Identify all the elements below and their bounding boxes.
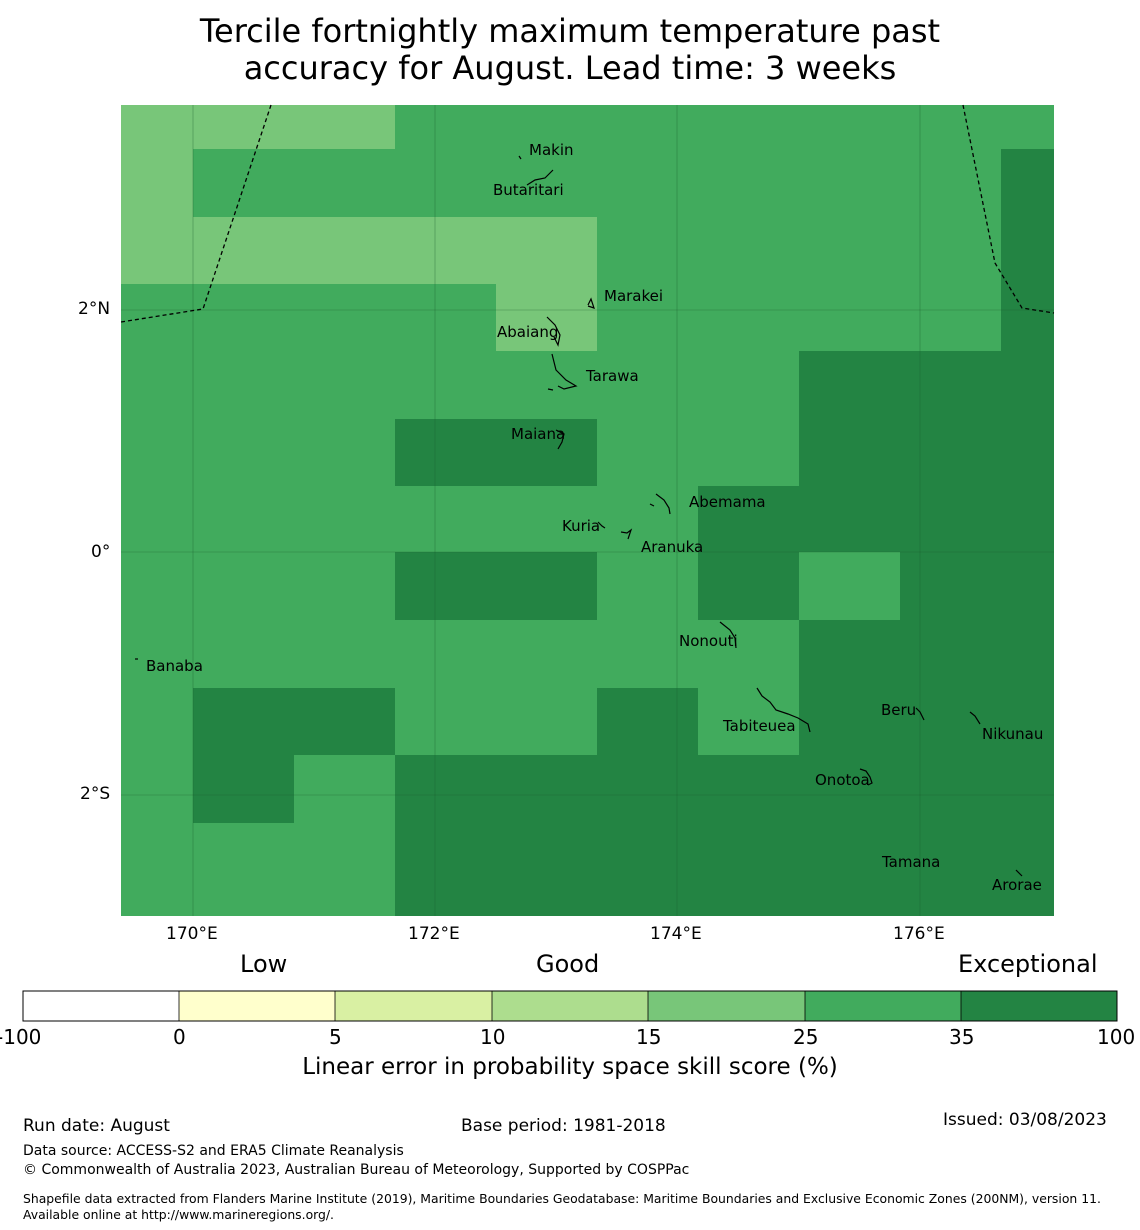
grid-cell <box>698 486 1054 552</box>
map-title-line-1: Tercile fortnightly maximum temperature … <box>199 12 941 50</box>
place-label: Beru <box>881 701 916 719</box>
colorbar-segment <box>23 991 179 1021</box>
colorbar-tick-label: 15 <box>636 1025 662 1049</box>
colorbar-tick-label: 100 <box>1097 1025 1136 1049</box>
shapefile-credit: Shapefile data extracted from Flanders M… <box>23 1191 1101 1222</box>
lon-tick-label: 172°E <box>408 924 460 944</box>
place-label: Aranuka <box>641 538 703 556</box>
colorbar-category-exceptional: Exceptional <box>958 950 1098 978</box>
issued-date: Issued: 03/08/2023 <box>943 1110 1107 1130</box>
place-label: Tamana <box>881 853 940 871</box>
place-labels: Makin Butaritari Marakei Abaiang Tarawa … <box>146 141 1043 894</box>
colorbar-segment <box>179 991 335 1021</box>
place-label: Kuria <box>562 517 600 535</box>
lon-tick-label: 174°E <box>650 924 702 944</box>
grid-cell <box>1001 149 1054 351</box>
grid-cell <box>395 755 1054 916</box>
grid-cell <box>121 149 193 217</box>
colorbar-frame <box>22 990 1118 1022</box>
map-title-line-2: accuracy for August. Lead time: 3 weeks <box>243 49 897 87</box>
base-period: Base period: 1981-2018 <box>461 1116 666 1136</box>
place-label: Nikunau <box>982 725 1043 743</box>
colorbar-segment <box>805 991 961 1021</box>
place-label: Marakei <box>604 287 663 305</box>
skill-grid-cells <box>121 105 1054 916</box>
grid-cell <box>799 351 1054 486</box>
grid-cell <box>698 552 799 620</box>
colorbar-tick-label: 0 <box>173 1025 186 1049</box>
colorbar-category-low: Low <box>240 950 288 978</box>
grid-cell <box>597 688 698 755</box>
colorbar-segment <box>335 991 492 1021</box>
colorbar-tick-label: 10 <box>480 1025 506 1049</box>
grid-cell <box>121 105 395 149</box>
colorbar-tick-label: 5 <box>329 1025 342 1049</box>
run-date: Run date: August <box>23 1116 170 1136</box>
grid-cell <box>900 552 1054 620</box>
grid-cell <box>395 419 597 486</box>
colorbar-tick-label: 35 <box>949 1025 975 1049</box>
place-label: Makin <box>529 141 574 159</box>
colorbar-title: Linear error in probability space skill … <box>302 1054 838 1080</box>
place-label: Arorae <box>992 876 1042 894</box>
place-label: Tabiteuea <box>722 717 796 735</box>
colorbar-segment <box>961 991 1117 1021</box>
colorbar-category-good: Good <box>536 950 600 978</box>
grid-cell <box>799 620 1054 755</box>
lat-tick-label: 2°S <box>80 784 111 804</box>
data-source: Data source: ACCESS-S2 and ERA5 Climate … <box>23 1143 404 1159</box>
grid-cell <box>395 552 597 620</box>
colorbar-segment <box>492 991 648 1021</box>
place-label: Abemama <box>689 493 766 511</box>
island-outlines <box>135 155 1023 877</box>
gridlines <box>121 105 1054 916</box>
place-label: Onotoa <box>815 771 870 789</box>
lat-tick-label: 2°N <box>78 299 111 319</box>
colorbar-tick-label: 25 <box>793 1025 819 1049</box>
place-label: Banaba <box>146 657 203 675</box>
colorbar-tick-label: -100 <box>0 1025 42 1049</box>
place-label: Nonouti <box>679 632 738 650</box>
colorbar-segment <box>648 991 805 1021</box>
lat-tick-label: 0° <box>91 542 111 562</box>
grid-cell <box>193 755 294 823</box>
lon-tick-label: 170°E <box>166 924 218 944</box>
grid-cell <box>121 217 597 284</box>
place-label: Tarawa <box>585 367 639 385</box>
copyright: © Commonwealth of Australia 2023, Austra… <box>23 1162 690 1178</box>
grid-cell <box>496 284 597 351</box>
eez-boundaries <box>120 104 1055 323</box>
place-label: Maiana <box>511 425 565 443</box>
colorbar <box>22 990 1118 1022</box>
grid-cell <box>193 688 395 755</box>
place-label: Butaritari <box>493 181 564 199</box>
place-label: Abaiang <box>497 323 558 341</box>
lon-tick-label: 176°E <box>893 924 945 944</box>
